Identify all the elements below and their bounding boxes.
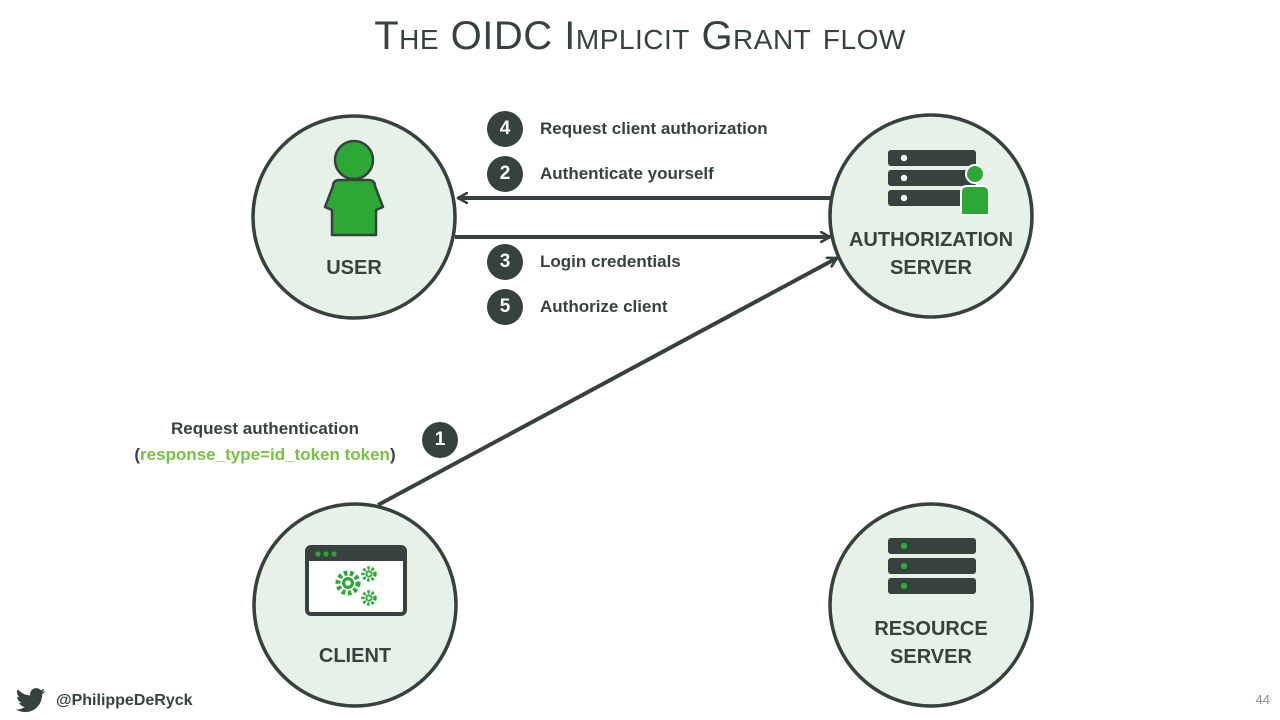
step-1-label: Request authentication (response_type=id… <box>100 416 430 468</box>
request-parameters: (response_type=id_token token) <box>134 445 396 464</box>
authorization-server-label-line2: SERVER <box>890 257 972 279</box>
page-number: 44 <box>1255 692 1270 707</box>
step-label: Request authentication <box>171 419 359 438</box>
step-label: Request client authorization <box>540 119 768 138</box>
twitter-bird-icon <box>16 688 46 713</box>
authorization-server-node <box>828 113 1034 319</box>
resource-server-label-line2: SERVER <box>890 646 972 668</box>
twitter-handle: @PhilippeDeRyck <box>56 691 193 709</box>
step-label: Authenticate yourself <box>540 164 714 183</box>
slide-title: The OIDC Implicit Grant flow <box>374 14 906 58</box>
step-number-badge: 4 <box>487 111 523 147</box>
resource-server-label-line1: RESOURCE <box>874 618 988 640</box>
gear-icon <box>335 570 361 596</box>
step-number-badge: 5 <box>487 289 523 325</box>
authorization-server-label-line1: AUTHORIZATION <box>848 229 1014 251</box>
step-number-badge: 3 <box>487 244 523 280</box>
step-number-badge: 2 <box>487 156 523 192</box>
user-icon <box>323 139 385 237</box>
user-label: USER <box>326 257 382 279</box>
auth-server-icon <box>888 150 990 216</box>
step-number-badge: 1 <box>422 422 458 458</box>
client-label: CLIENT <box>318 645 392 667</box>
client-browser-icon <box>305 545 407 616</box>
gear-icon <box>361 590 377 606</box>
resource-server-node <box>828 502 1034 708</box>
gear-icon <box>361 566 377 582</box>
step-label: Authorize client <box>540 297 668 316</box>
arrow-client-to-auth <box>377 256 837 507</box>
step-label: Login credentials <box>540 252 681 271</box>
resource-server-label: RESOURCE SERVER <box>831 615 1031 671</box>
step-4: 4 Request client authorization <box>487 111 768 147</box>
step-2: 2 Authenticate yourself <box>487 156 714 192</box>
twitter-credit: @PhilippeDeRyck <box>16 688 193 713</box>
step-5: 5 Authorize client <box>487 289 668 325</box>
step-3: 3 Login credentials <box>487 244 681 280</box>
authorization-server-label: AUTHORIZATION SERVER <box>831 226 1031 282</box>
response-type-param: response_type=id_token token <box>140 445 390 464</box>
step-1-badge: 1 <box>422 422 458 458</box>
resource-server-icon <box>888 538 976 594</box>
